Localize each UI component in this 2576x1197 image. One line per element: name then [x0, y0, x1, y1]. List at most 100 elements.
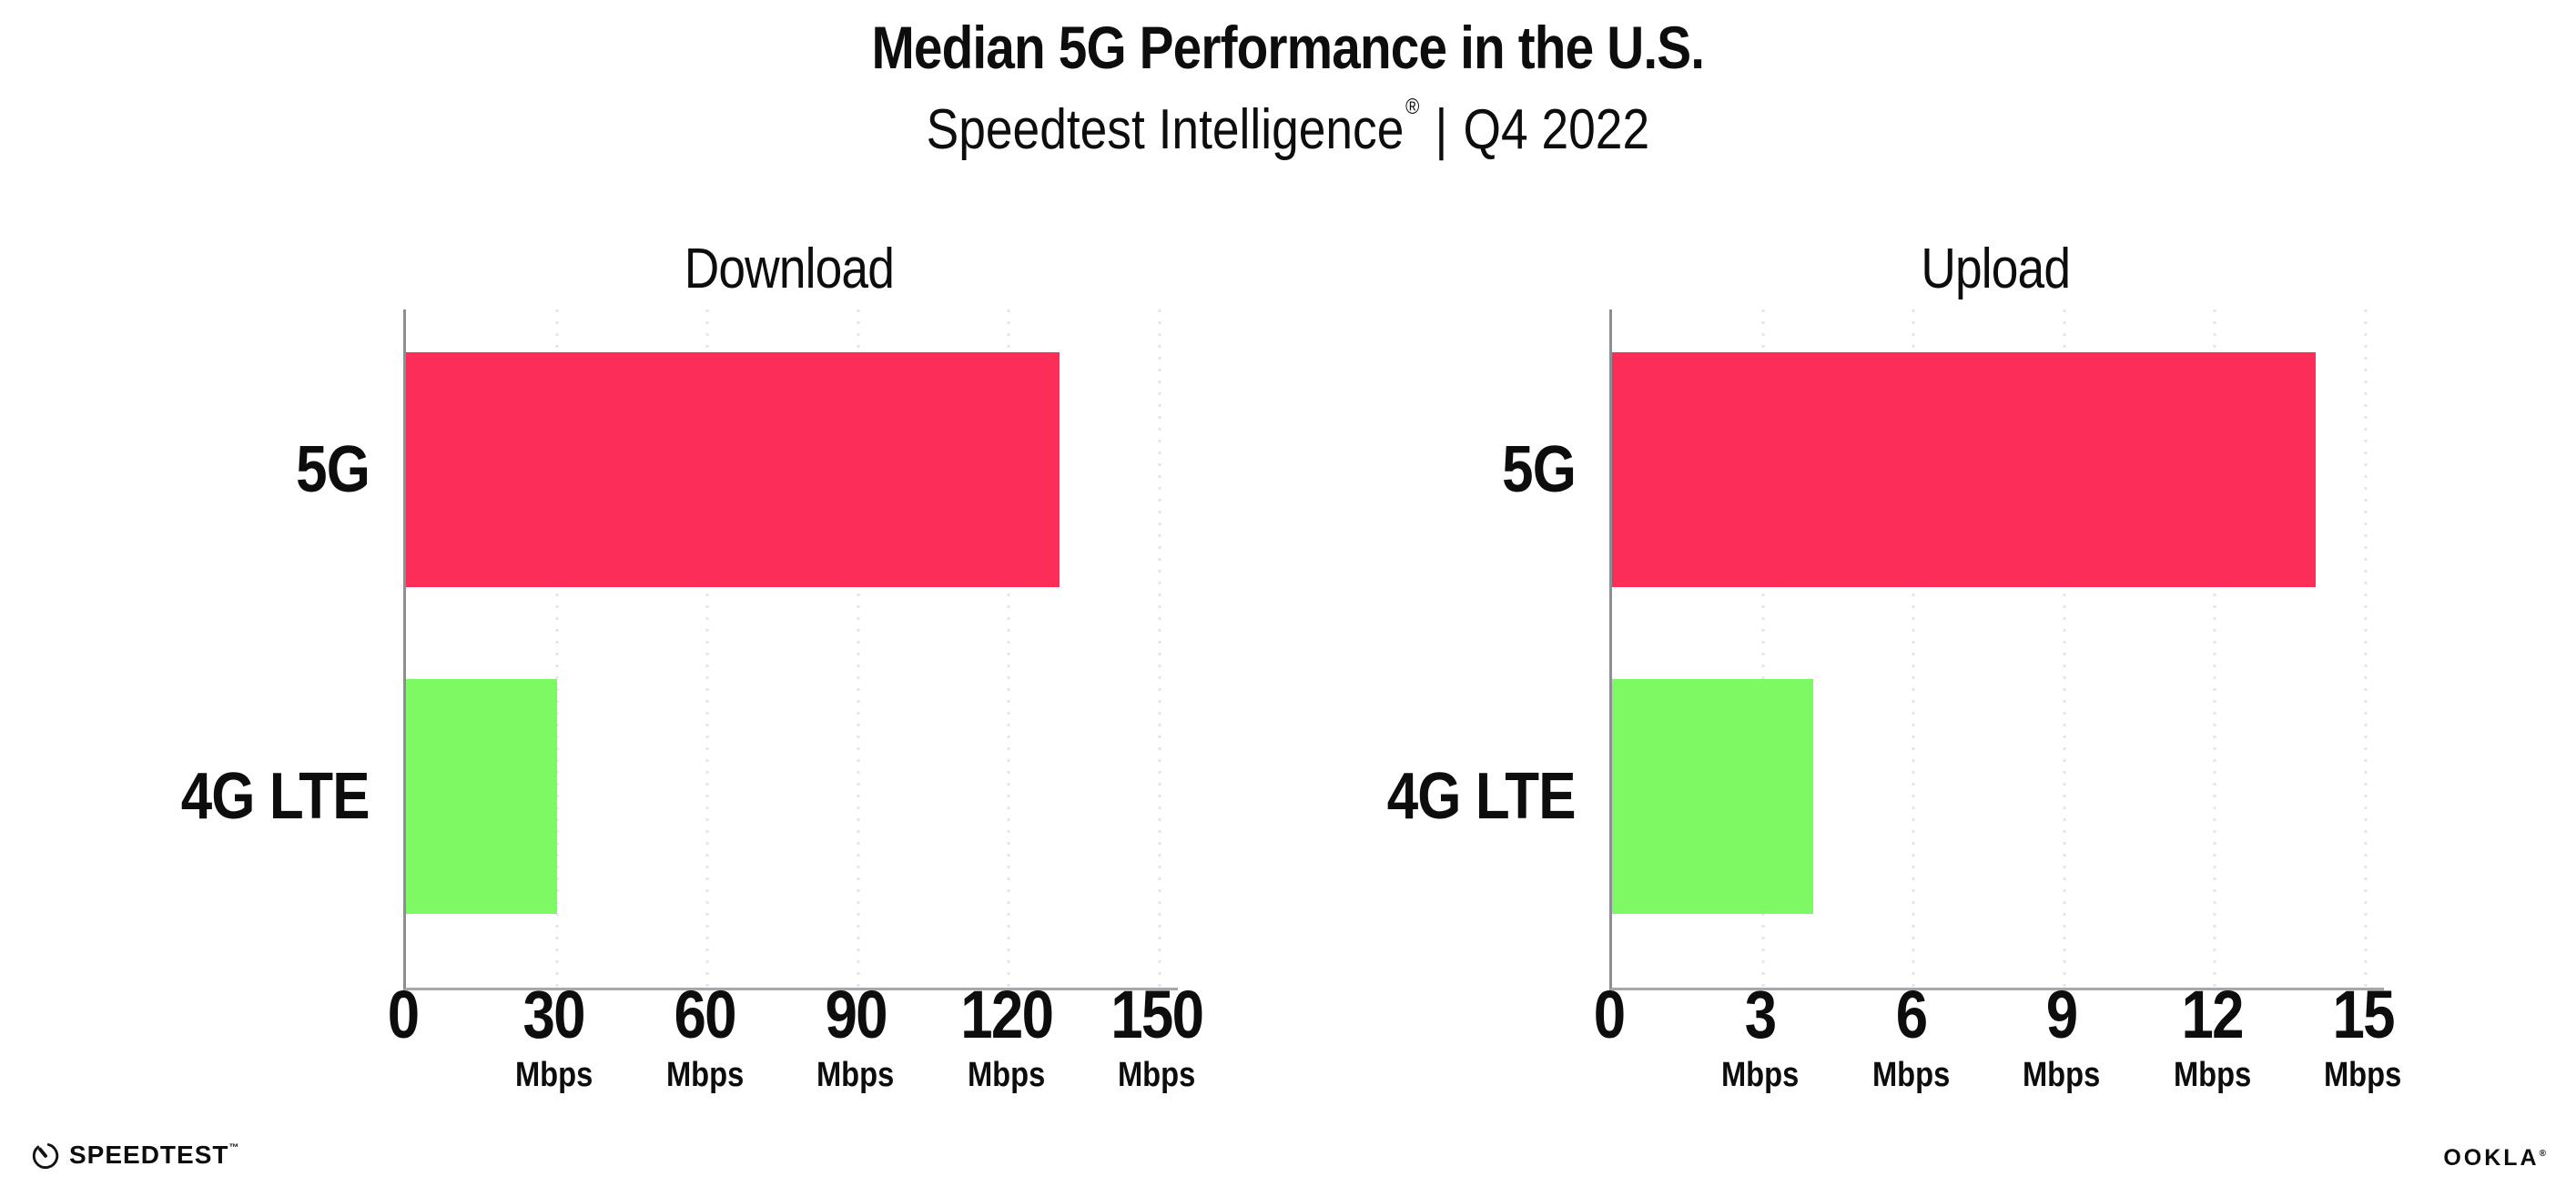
x-tick: 30 Mbps [463, 981, 645, 1093]
gridline [1912, 309, 1915, 988]
x-tick-label: 15 [2272, 981, 2454, 1049]
x-tick-label-text: 150 [1111, 977, 1204, 1052]
x-tick: 15 Mbps [2272, 981, 2454, 1093]
x-tick-unit: Mbps [1669, 1058, 1851, 1092]
x-tick-label-text: 3 [1744, 977, 1777, 1052]
bar-5g [1612, 351, 2316, 587]
x-tick-unit: Mbps [1820, 1058, 2002, 1092]
x-tick-label: 12 [2121, 981, 2303, 1049]
chart-title-text: Upload [1921, 238, 2071, 300]
page-subtitle-text: Speedtest Intelligence® | Q4 2022 [927, 95, 1649, 162]
category-label-text: 5G [1502, 432, 1577, 506]
category-label-5g: 5G [1029, 432, 1577, 507]
page-title: Median 5G Performance in the U.S. [0, 13, 2576, 82]
x-tick-unit: Mbps [2272, 1058, 2454, 1092]
x-tick-unit-text: Mbps [2173, 1056, 2252, 1094]
chart-title: Upload [1609, 237, 2381, 301]
x-tick-label: 0 [1518, 981, 1700, 1049]
category-label-4g-lte: 4G LTE [0, 759, 370, 834]
x-tick-unit-text: Mbps [1118, 1056, 1196, 1094]
chart-title: Download [403, 237, 1175, 301]
x-tick-label-text: 120 [959, 977, 1054, 1052]
page-title-text: Median 5G Performance in the U.S. [871, 14, 1706, 81]
x-tick: 150 Mbps [1066, 977, 1248, 1093]
x-tick-unit-text: Mbps [2324, 1056, 2402, 1094]
category-label-text: 4G LTE [1386, 759, 1577, 833]
x-tick-unit: Mbps [2121, 1058, 2303, 1092]
subtitle-separator: | [1435, 98, 1448, 161]
x-tick-label-text: 60 [674, 977, 737, 1052]
x-tick: 0 [312, 981, 494, 1049]
gridline [857, 309, 860, 988]
x-tick-label-text: 0 [1594, 977, 1626, 1052]
plot-inner [406, 309, 1161, 988]
gridline [1007, 309, 1010, 988]
x-tick-unit: Mbps [765, 1058, 947, 1092]
x-tick-unit: Mbps [1971, 1058, 2153, 1092]
gridline [555, 309, 559, 988]
ookla-reg-mark: ® [2539, 1149, 2546, 1159]
x-tick-label-text: 90 [825, 977, 887, 1052]
bar-4g-lte [1612, 678, 1813, 914]
x-tick-label-text: 30 [522, 977, 586, 1052]
category-label-4g-lte: 4G LTE [1029, 759, 1577, 834]
x-tick-label: 0 [312, 981, 494, 1049]
x-tick-label: 120 [915, 981, 1097, 1049]
x-tick-unit: Mbps [1066, 1058, 1248, 1092]
x-tick-unit-text: Mbps [816, 1056, 895, 1094]
x-tick-label: 90 [765, 981, 947, 1049]
x-tick-label-text: 15 [2332, 977, 2395, 1052]
bar-5g [406, 351, 1060, 587]
x-tick-label: 60 [614, 981, 796, 1049]
subtitle-period: Q4 2022 [1463, 98, 1650, 161]
category-label-5g: 5G [0, 432, 370, 507]
x-tick: 60 Mbps [614, 981, 796, 1093]
x-tick-unit-text: Mbps [665, 1056, 744, 1094]
page-subtitle: Speedtest Intelligence® | Q4 2022 [0, 95, 2576, 162]
x-tick-unit-text: Mbps [514, 1056, 593, 1094]
x-tick-label-text: 6 [1895, 977, 1927, 1052]
gridline [2213, 309, 2216, 988]
category-label-text: 4G LTE [180, 759, 370, 833]
x-tick-unit: Mbps [614, 1058, 796, 1092]
bar-4g-lte [406, 678, 557, 914]
speedtest-logo: SPEEDTEST™ [30, 1140, 239, 1171]
x-tick-unit-text: Mbps [2023, 1056, 2101, 1094]
x-tick: 120 Mbps [915, 981, 1097, 1093]
x-tick-unit: Mbps [915, 1058, 1097, 1092]
speedtest-trademark: ™ [228, 1142, 240, 1153]
x-tick-label: 30 [463, 981, 645, 1049]
x-tick: 0 [1518, 981, 1700, 1049]
ookla-wordmark: OOKLA [2443, 1145, 2540, 1171]
category-label-text: 5G [296, 432, 370, 506]
gridline [2364, 309, 2368, 988]
x-tick-unit-text: Mbps [1871, 1056, 1950, 1094]
gridline [1158, 309, 1161, 988]
x-tick-label: 3 [1669, 981, 1851, 1049]
registered-mark: ® [1405, 95, 1420, 119]
speedtest-gauge-icon [30, 1140, 61, 1171]
x-tick-unit-text: Mbps [967, 1056, 1046, 1094]
ookla-logo: OOKLA® [2443, 1145, 2546, 1172]
gridline [2063, 309, 2066, 988]
speedtest-wordmark: SPEEDTEST [69, 1141, 229, 1169]
plot-area [403, 309, 1178, 990]
x-tick-unit-text: Mbps [1720, 1056, 1800, 1094]
x-tick: 90 Mbps [765, 981, 947, 1093]
subtitle-brand: Speedtest Intelligence [926, 98, 1405, 161]
x-tick-label: 6 [1820, 981, 2002, 1049]
x-tick-label-text: 0 [388, 977, 420, 1052]
x-tick-label-text: 9 [2045, 977, 2078, 1052]
plot-inner [1612, 309, 2368, 988]
chart-title-text: Download [684, 238, 895, 300]
x-tick-unit: Mbps [463, 1058, 645, 1092]
x-tick-label: 9 [1971, 981, 2153, 1049]
gridline [705, 309, 709, 988]
x-tick: 6 Mbps [1820, 981, 2002, 1093]
plot-area [1609, 309, 2384, 990]
gridline [1761, 309, 1765, 988]
x-tick: 12 Mbps [2121, 981, 2303, 1093]
x-tick-label-text: 12 [2181, 977, 2245, 1052]
